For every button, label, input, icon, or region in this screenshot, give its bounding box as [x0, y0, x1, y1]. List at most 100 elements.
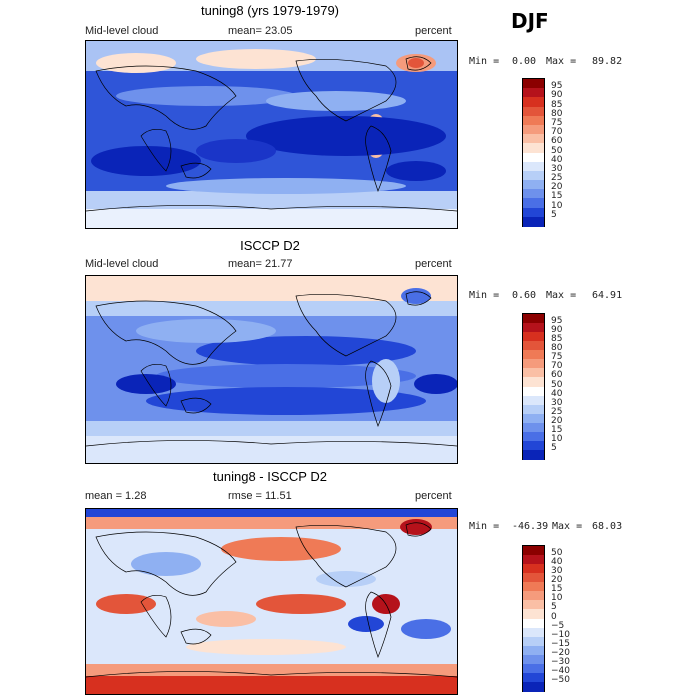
colorbar-segment: [523, 404, 544, 415]
colorbar-segment: [523, 627, 544, 638]
colorbar-segment: [523, 564, 544, 574]
colorbar-segment: [523, 672, 544, 683]
colorbar-tick-label: 40: [551, 388, 563, 399]
colorbar-segment: [523, 152, 544, 163]
panel-3-mean-label: mean = 1.28: [85, 490, 147, 502]
colorbar-segment: [523, 134, 544, 144]
panel-2-colorbar: [522, 313, 545, 460]
panel-1-title: tuning8 (yrs 1979-1979): [200, 3, 340, 18]
colorbar-segment: [523, 323, 544, 333]
panel-2-mean-label: mean= 21.77: [228, 258, 293, 270]
colorbar-segment: [523, 350, 544, 360]
panel-1-colorbar: [522, 78, 545, 227]
colorbar-tick-label: 5: [551, 602, 557, 613]
panel-1-min-label: Min =: [469, 56, 500, 67]
colorbar-tick-label: 90: [551, 325, 563, 336]
colorbar-tick-label: 80: [551, 108, 563, 119]
panel-3-min-label: Min =: [469, 521, 500, 532]
colorbar-tick-label: 15: [551, 424, 563, 435]
colorbar-segment: [523, 422, 544, 433]
colorbar-segment: [523, 440, 544, 451]
colorbar-segment: [523, 663, 544, 674]
colorbar-segment: [523, 198, 544, 209]
season-label: DJF: [511, 9, 549, 33]
colorbar-tick-label: 15: [551, 584, 563, 595]
colorbar-tick-label: 50: [551, 548, 563, 559]
colorbar-tick-label: 15: [551, 191, 563, 202]
colorbar-segment: [523, 386, 544, 397]
colorbar-tick-label: 50: [551, 145, 563, 156]
colorbar-segment: [523, 413, 544, 424]
colorbar-segment: [523, 591, 544, 601]
colorbar-segment: [523, 124, 544, 135]
colorbar-segment: [523, 618, 544, 629]
colorbar-segment: [523, 359, 544, 369]
colorbar-segment: [523, 431, 544, 442]
colorbar-segment: [523, 582, 544, 592]
colorbar-segment: [523, 654, 544, 665]
colorbar-tick-label: 60: [551, 370, 563, 381]
panel-2-max-value: 64.91: [592, 290, 623, 301]
panel-3-rmse-label: rmse = 11.51: [228, 490, 292, 502]
colorbar-tick-label: 40: [551, 154, 563, 165]
colorbar-segment: [523, 161, 544, 172]
colorbar-tick-label: 75: [551, 117, 563, 128]
panel-3-min-value: -46.39: [512, 521, 549, 532]
colorbar-segment: [523, 115, 544, 126]
panel-3-title: tuning8 - ISCCP D2: [213, 469, 327, 484]
colorbar-segment: [523, 332, 544, 342]
colorbar-tick-label: −40: [551, 665, 570, 676]
colorbar-tick-label: 70: [551, 127, 563, 138]
panel-1-mean-label: mean= 23.05: [228, 25, 293, 37]
colorbar-tick-label: 5: [551, 442, 557, 453]
panel-2-units-label: percent: [415, 258, 452, 270]
colorbar-segment: [523, 106, 544, 117]
colorbar-tick-label: −5: [551, 620, 565, 631]
colorbar-segment: [523, 170, 544, 181]
colorbar-segment: [523, 555, 544, 565]
colorbar-segment: [523, 216, 544, 227]
panel-1-max-value: 89.82: [592, 56, 623, 67]
colorbar-segment: [523, 368, 544, 378]
colorbar-tick-label: 30: [551, 566, 563, 577]
colorbar-segment: [523, 143, 544, 153]
colorbar-segment: [523, 600, 544, 610]
colorbar-segment: [523, 546, 544, 556]
colorbar-tick-label: 5: [551, 209, 557, 220]
colorbar-segment: [523, 681, 544, 692]
colorbar-tick-label: 95: [551, 316, 563, 327]
colorbar-segment: [523, 449, 544, 460]
colorbar-tick-label: 20: [551, 182, 563, 193]
colorbar-tick-label: 90: [551, 90, 563, 101]
colorbar-tick-label: 30: [551, 397, 563, 408]
panel-1-map: [85, 40, 458, 229]
colorbar-segment: [523, 341, 544, 351]
colorbar-tick-label: −30: [551, 656, 570, 667]
colorbar-tick-label: 25: [551, 173, 563, 184]
panel-2-max-label: Max =: [546, 290, 577, 301]
panel-2-title: ISCCP D2: [240, 238, 300, 253]
colorbar-tick-label: 40: [551, 557, 563, 568]
panel-3-units-label: percent: [415, 490, 452, 502]
colorbar-tick-label: −50: [551, 674, 570, 685]
colorbar-tick-label: 85: [551, 99, 563, 110]
panel-1-units-label: percent: [415, 25, 452, 37]
colorbar-segment: [523, 395, 544, 406]
panel-3-colorbar: [522, 545, 545, 692]
colorbar-tick-label: 20: [551, 415, 563, 426]
colorbar-segment: [523, 207, 544, 218]
colorbar-segment: [523, 636, 544, 647]
colorbar-tick-label: 70: [551, 361, 563, 372]
colorbar-tick-label: 95: [551, 81, 563, 92]
panel-2-min-label: Min =: [469, 290, 500, 301]
panel-3-map: [85, 508, 458, 695]
panel-1-variable-label: Mid-level cloud: [85, 25, 159, 37]
colorbar-tick-label: 0: [551, 611, 557, 622]
colorbar-tick-label: 75: [551, 352, 563, 363]
colorbar-tick-label: 80: [551, 343, 563, 354]
colorbar-tick-label: 50: [551, 379, 563, 390]
colorbar-segment: [523, 609, 544, 619]
panel-3-max-value: 68.03: [592, 521, 623, 532]
colorbar-tick-label: 10: [551, 593, 563, 604]
colorbar-tick-label: 10: [551, 433, 563, 444]
